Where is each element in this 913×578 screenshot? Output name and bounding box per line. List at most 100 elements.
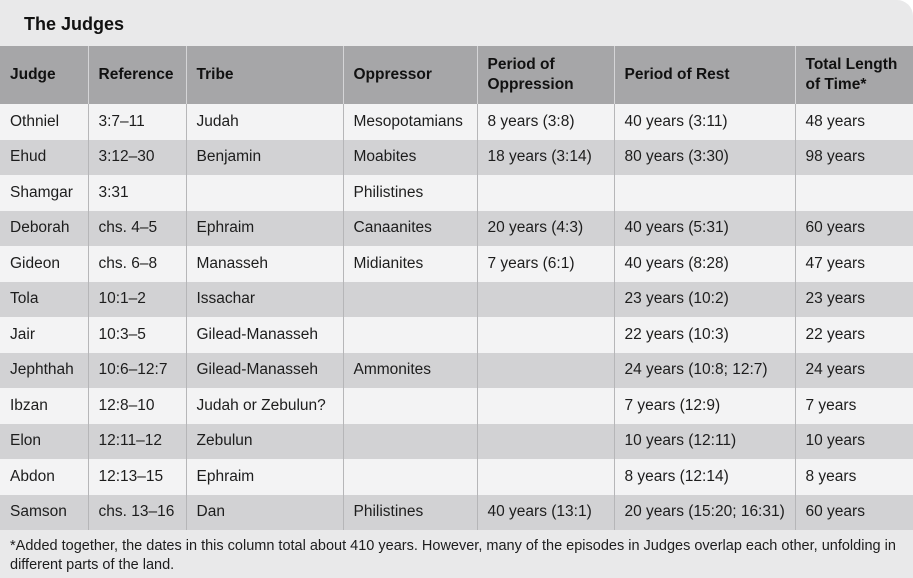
cell-reference: 10:1–2: [88, 281, 187, 317]
cell-rest: 22 years (10:3): [614, 317, 796, 353]
header-period-of-oppression: Period of Oppression: [477, 46, 615, 104]
cell-reference: 12:11–12: [88, 423, 187, 459]
header-judge: Judge: [0, 46, 89, 104]
table-row: Abdon 12:13–15 Ephraim 8 years (12:14) 8…: [0, 459, 913, 495]
cell-tribe: Judah: [186, 104, 344, 140]
cell-judge: Ibzan: [0, 388, 89, 424]
cell-tribe: Dan: [186, 494, 344, 530]
cell-oppressor: Midianites: [343, 246, 478, 282]
cell-rest: 8 years (12:14): [614, 459, 796, 495]
cell-total: 47 years: [795, 246, 913, 282]
footnote: *Added together, the dates in this colum…: [10, 538, 896, 573]
cell-oppressor: [343, 281, 478, 317]
cell-judge: Tola: [0, 281, 89, 317]
cell-oppressor: Philistines: [343, 494, 478, 530]
cell-tribe: Gilead-Manasseh: [186, 317, 344, 353]
cell-rest: 80 years (3:30): [614, 139, 796, 175]
cell-oppressor: Ammonites: [343, 352, 478, 388]
cell-total: 22 years: [795, 317, 913, 353]
header-reference: Reference: [88, 46, 187, 104]
cell-tribe: Judah or Zebulun?: [186, 388, 344, 424]
cell-oppressor: Canaanites: [343, 210, 478, 246]
cell-oppression: [477, 175, 615, 211]
header-tribe: Tribe: [186, 46, 344, 104]
cell-total: 7 years: [795, 388, 913, 424]
cell-rest: 40 years (5:31): [614, 210, 796, 246]
cell-total: 10 years: [795, 423, 913, 459]
cell-oppression: [477, 281, 615, 317]
table-body: Othniel 3:7–11 Judah Mesopotamians 8 yea…: [0, 104, 913, 530]
cell-oppression: [477, 352, 615, 388]
cell-oppressor: Philistines: [343, 175, 478, 211]
cell-judge: Othniel: [0, 104, 89, 140]
cell-oppression: [477, 423, 615, 459]
table-row: Deborah chs. 4–5 Ephraim Canaanites 20 y…: [0, 210, 913, 246]
cell-total: 60 years: [795, 494, 913, 530]
table-row: Elon 12:11–12 Zebulun 10 years (12:11) 1…: [0, 423, 913, 459]
cell-rest: 40 years (3:11): [614, 104, 796, 140]
table-header: Judge Reference Tribe Oppressor Period o…: [0, 46, 913, 104]
header-period-of-rest: Period of Rest: [614, 46, 796, 104]
cell-total: 8 years: [795, 459, 913, 495]
table-row: Shamgar 3:31 Philistines: [0, 175, 913, 211]
cell-judge: Shamgar: [0, 175, 89, 211]
table-row: Ibzan 12:8–10 Judah or Zebulun? 7 years …: [0, 388, 913, 424]
cell-judge: Jair: [0, 317, 89, 353]
cell-tribe: Manasseh: [186, 246, 344, 282]
cell-reference: 12:8–10: [88, 388, 187, 424]
header-total-length: Total Length of Time*: [795, 46, 913, 104]
cell-total: 60 years: [795, 210, 913, 246]
cell-rest: 7 years (12:9): [614, 388, 796, 424]
header-oppressor: Oppressor: [343, 46, 478, 104]
cell-total: 48 years: [795, 104, 913, 140]
table-row: Jephthah 10:6–12:7 Gilead-Manasseh Ammon…: [0, 352, 913, 388]
cell-reference: 3:12–30: [88, 139, 187, 175]
cell-oppression: 18 years (3:14): [477, 139, 615, 175]
cell-tribe: Benjamin: [186, 139, 344, 175]
cell-judge: Deborah: [0, 210, 89, 246]
cell-oppressor: [343, 388, 478, 424]
cell-rest: 23 years (10:2): [614, 281, 796, 317]
cell-reference: chs. 6–8: [88, 246, 187, 282]
judges-table: Judge Reference Tribe Oppressor Period o…: [0, 46, 913, 530]
cell-tribe: Gilead-Manasseh: [186, 352, 344, 388]
cell-total: 23 years: [795, 281, 913, 317]
cell-total: [795, 175, 913, 211]
table-row: Ehud 3:12–30 Benjamin Moabites 18 years …: [0, 139, 913, 175]
cell-rest: [614, 175, 796, 211]
cell-tribe: Zebulun: [186, 423, 344, 459]
cell-tribe: [186, 175, 344, 211]
cell-rest: 24 years (10:8; 12:7): [614, 352, 796, 388]
cell-reference: 3:31: [88, 175, 187, 211]
cell-tribe: Ephraim: [186, 210, 344, 246]
cell-oppression: [477, 317, 615, 353]
cell-rest: 10 years (12:11): [614, 423, 796, 459]
cell-reference: chs. 13–16: [88, 494, 187, 530]
table-row: Jair 10:3–5 Gilead-Manasseh 22 years (10…: [0, 317, 913, 353]
cell-tribe: Issachar: [186, 281, 344, 317]
cell-reference: 10:3–5: [88, 317, 187, 353]
cell-oppression: 7 years (6:1): [477, 246, 615, 282]
cell-judge: Abdon: [0, 459, 89, 495]
cell-oppression: 40 years (13:1): [477, 494, 615, 530]
cell-judge: Ehud: [0, 139, 89, 175]
cell-oppression: [477, 388, 615, 424]
cell-reference: chs. 4–5: [88, 210, 187, 246]
table-title: The Judges: [24, 14, 125, 34]
cell-oppressor: [343, 459, 478, 495]
cell-judge: Elon: [0, 423, 89, 459]
cell-rest: 40 years (8:28): [614, 246, 796, 282]
cell-oppression: [477, 459, 615, 495]
table-row: Samson chs. 13–16 Dan Philistines 40 yea…: [0, 494, 913, 530]
cell-oppressor: [343, 423, 478, 459]
header-row: Judge Reference Tribe Oppressor Period o…: [0, 46, 913, 104]
cell-oppressor: Moabites: [343, 139, 478, 175]
cell-judge: Samson: [0, 494, 89, 530]
cell-oppressor: Mesopotamians: [343, 104, 478, 140]
cell-rest: 20 years (15:20; 16:31): [614, 494, 796, 530]
table-row: Tola 10:1–2 Issachar 23 years (10:2) 23 …: [0, 281, 913, 317]
cell-judge: Jephthah: [0, 352, 89, 388]
cell-oppressor: [343, 317, 478, 353]
cell-oppression: 8 years (3:8): [477, 104, 615, 140]
cell-reference: 3:7–11: [88, 104, 187, 140]
